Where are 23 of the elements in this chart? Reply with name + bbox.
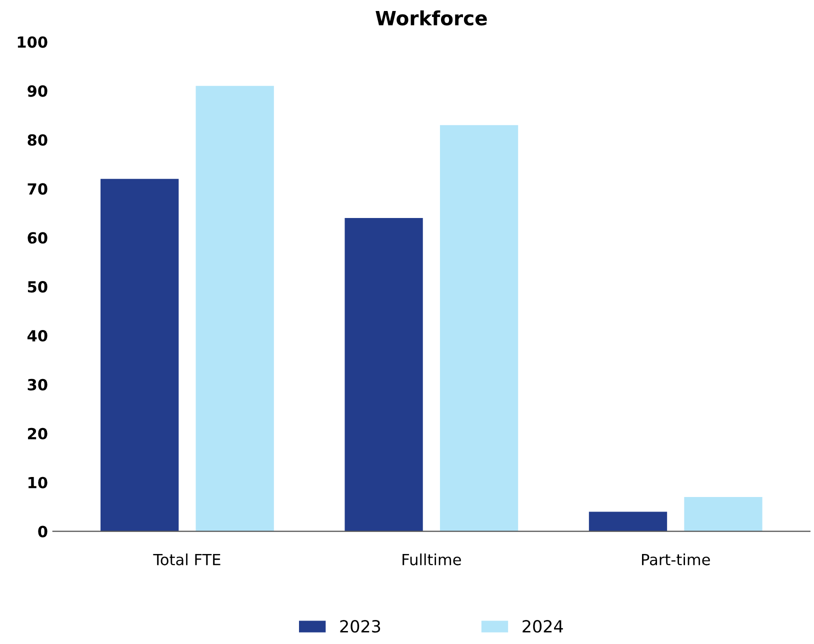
y-tick-label: 60 [28, 232, 48, 244]
chart-title: Workforce [376, 10, 487, 26]
y-tick-label: 40 [27, 330, 48, 342]
bar [100, 178, 179, 532]
bar [684, 497, 762, 532]
y-tick-label: 80 [28, 134, 48, 146]
y-tick-label: 20 [28, 428, 48, 440]
y-tick-label: 90 [28, 85, 48, 97]
bar [440, 125, 518, 532]
y-tick-label: 100 [18, 36, 48, 48]
legend-label: 2023 [340, 620, 380, 633]
y-tick-label: 30 [28, 378, 48, 390]
y-tick-label: 10 [28, 476, 48, 488]
y-tick-label: 0 [38, 526, 48, 538]
legend-label: 2024 [522, 620, 563, 633]
bar [344, 218, 423, 532]
x-tick-label: Fulltime [402, 554, 461, 566]
y-tick-label: 70 [28, 183, 48, 195]
bar [588, 512, 668, 532]
y-tick-label: 50 [28, 281, 48, 293]
bar [196, 86, 274, 532]
x-tick-label: Total FTE [153, 554, 220, 566]
x-tick-label: Part-time [642, 554, 710, 566]
